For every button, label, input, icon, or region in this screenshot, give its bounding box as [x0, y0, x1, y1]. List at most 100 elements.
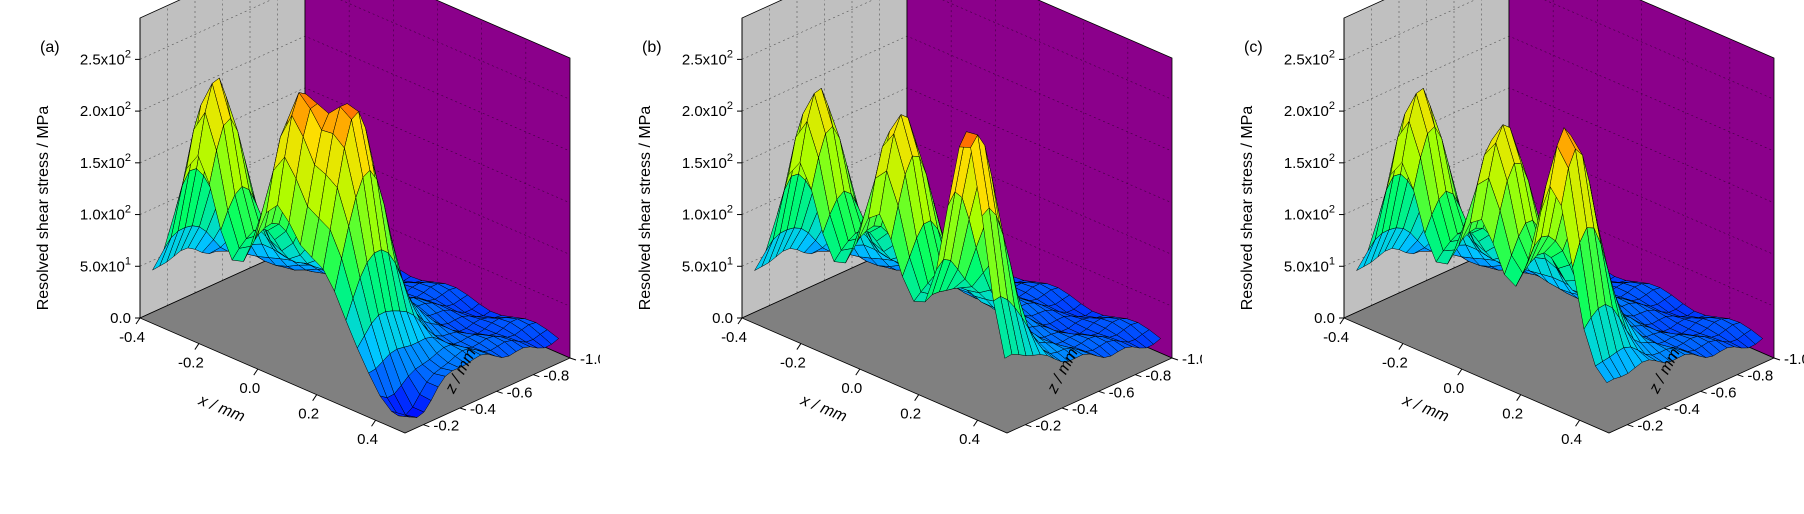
z-tick — [1135, 374, 1142, 378]
x-tick — [1398, 343, 1404, 350]
surface-cell — [151, 237, 172, 271]
x-tick — [737, 317, 743, 325]
grid-line-stress — [1343, 0, 1775, 100]
z-tick-label: -0.8 — [1145, 368, 1171, 385]
stress-tick-label: 1.5x102 — [1284, 152, 1335, 172]
stress-tick-label: 0.0 — [712, 310, 733, 327]
z-tick-label: -0.8 — [1747, 368, 1773, 385]
z-tick-label: -0.8 — [543, 368, 569, 385]
z-tick-label: -1.0 — [580, 351, 600, 368]
surface-cell — [993, 296, 1013, 359]
stress-tick-label: 2.5x102 — [682, 48, 733, 68]
x-tick — [312, 394, 318, 401]
stress-axis-title: Resolved shear stress / MPa — [1239, 106, 1256, 311]
z-tick — [1025, 424, 1032, 428]
z-tick — [1700, 390, 1707, 394]
x-tick-label: 0.2 — [298, 406, 319, 423]
stress-tick-label: 1.5x102 — [80, 152, 131, 172]
surface-plot-b: 0.0 5.0x101 1.0x102 1.5x102 2.0x102 2.5x102 Re… — [637, 0, 1208, 448]
x-tick-label: -0.2 — [178, 355, 204, 372]
z-tick — [569, 357, 577, 361]
z-tick — [1098, 390, 1105, 394]
stress-tick-label: 1.5x102 — [682, 152, 733, 172]
z-tick — [1627, 424, 1634, 428]
grid-line-stress — [139, 0, 571, 100]
x-tick — [253, 368, 259, 376]
stress-tick-label: 5.0x101 — [1284, 255, 1335, 275]
z-tick — [496, 390, 503, 394]
surface-cell — [1355, 239, 1376, 272]
x-tick-label: -0.4 — [721, 329, 747, 346]
z-tick-label: -0.6 — [1109, 384, 1135, 401]
surface-cell — [1515, 245, 1535, 287]
z-tick-label: -0.4 — [1072, 401, 1098, 418]
x-tick — [796, 343, 802, 350]
stress-surface — [753, 87, 1162, 362]
z-tick-label: -0.2 — [1035, 418, 1061, 435]
stress-tick-label: 5.0x101 — [682, 255, 733, 275]
x-tick-label: -0.4 — [1323, 329, 1349, 346]
stress-tick-label: 2.5x102 — [80, 48, 131, 68]
z-tick-label: -0.2 — [433, 418, 459, 435]
panel-label: (a) — [40, 39, 60, 56]
stress-tick-label: 2.0x102 — [1284, 100, 1335, 120]
x-tick — [1516, 394, 1522, 401]
x-tick-label: -0.2 — [1382, 355, 1408, 372]
surface-cell — [1595, 361, 1615, 384]
z-tick — [1061, 407, 1069, 411]
stress-tick-label: 5.0x101 — [80, 255, 131, 275]
surface-plot-a: 0.0 5.0x101 1.0x102 1.5x102 2.0x102 2.5x102 Re… — [35, 0, 606, 448]
grid-line-stress — [741, 0, 1173, 100]
stress-tick-label: 1.0x102 — [682, 204, 733, 224]
x-tick-label: -0.4 — [119, 329, 145, 346]
stress-tick-label: 2.0x102 — [682, 100, 733, 120]
x-tick — [371, 419, 376, 427]
x-tick — [1339, 317, 1345, 325]
z-tick-label: -0.4 — [1674, 401, 1700, 418]
panel-b: 0.0 5.0x101 1.0x102 1.5x102 2.0x102 2.5x102 Re… — [602, 0, 1208, 509]
x-tick-label: 0.0 — [841, 380, 862, 397]
z-tick — [1737, 374, 1744, 378]
z-tick-label: -0.6 — [1711, 384, 1737, 401]
z-tick-label: -1.0 — [1784, 351, 1804, 368]
stress-tick-label: 0.0 — [110, 310, 131, 327]
stress-surface — [151, 77, 560, 418]
panel-c: 0.0 5.0x101 1.0x102 1.5x102 2.0x102 2.5x102 Re… — [1204, 0, 1804, 509]
x-tick-label: 0.4 — [357, 431, 378, 448]
surface-cell — [391, 410, 410, 418]
stress-tick-label: 0.0 — [1314, 310, 1335, 327]
stress-surface — [1355, 87, 1764, 384]
panel-a: 0.0 5.0x101 1.0x102 1.5x102 2.0x102 2.5x102 Re… — [0, 0, 606, 509]
x-tick-label: 0.0 — [1443, 380, 1464, 397]
z-tick — [459, 407, 467, 411]
z-tick-label: -1.0 — [1182, 351, 1202, 368]
stress-tick-label: 2.0x102 — [80, 100, 131, 120]
x-tick — [914, 394, 920, 401]
z-tick — [1773, 357, 1781, 361]
stress-tick-label: 2.5x102 — [1284, 48, 1335, 68]
x-tick-label: 0.4 — [959, 431, 980, 448]
z-tick — [423, 424, 430, 428]
x-tick — [1575, 419, 1580, 427]
z-tick — [1663, 407, 1671, 411]
x-tick-label: 0.2 — [900, 406, 921, 423]
surface-cell — [753, 239, 774, 272]
z-tick-label: -0.4 — [470, 401, 496, 418]
z-tick-label: -0.2 — [1637, 418, 1663, 435]
stress-tick-label: 1.0x102 — [80, 204, 131, 224]
z-tick — [533, 374, 540, 378]
z-tick-label: -0.6 — [507, 384, 533, 401]
z-tick — [1171, 357, 1179, 361]
x-tick — [135, 317, 141, 325]
stress-tick-label: 1.0x102 — [1284, 204, 1335, 224]
surface-cell — [924, 259, 944, 303]
x-tick — [855, 368, 861, 376]
stress-axis-title: Resolved shear stress / MPa — [637, 106, 654, 311]
panel-label: (b) — [642, 39, 662, 56]
x-tick-label: -0.2 — [780, 355, 806, 372]
x-tick-label: 0.4 — [1561, 431, 1582, 448]
x-tick — [973, 419, 978, 427]
panel-label: (c) — [1244, 39, 1263, 56]
stress-axis-title: Resolved shear stress / MPa — [35, 106, 52, 311]
